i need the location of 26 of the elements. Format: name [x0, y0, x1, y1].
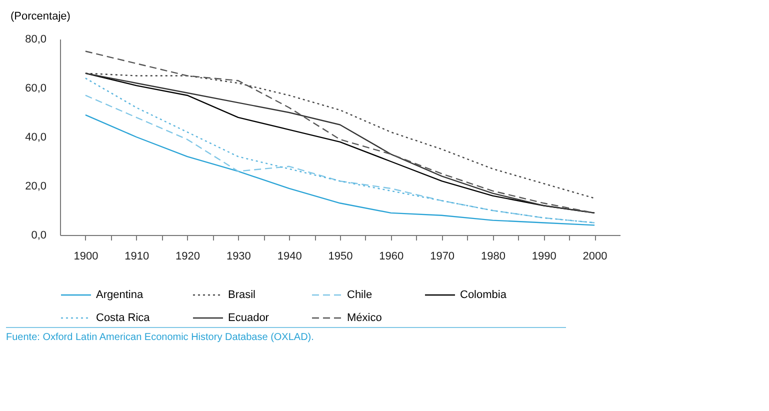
- source-note: Fuente: Oxford Latin American Economic History Database (OXLAD).: [6, 332, 315, 343]
- x-tick-label: 1920: [176, 250, 200, 262]
- legend-label: Brasil: [228, 289, 256, 301]
- x-tick-label: 1990: [532, 250, 556, 262]
- x-tick-label: 1940: [277, 250, 302, 262]
- legend-label: Ecuador: [228, 312, 270, 324]
- line-series: [84, 114, 596, 226]
- y-tick-label: 60,0: [25, 82, 46, 94]
- x-tick-label: 1980: [480, 250, 506, 262]
- x-tick-label: 1950: [328, 250, 353, 262]
- x-tick-label: 1960: [379, 250, 404, 262]
- x-tick-label: 1900: [74, 250, 98, 262]
- x-tick-label: 1930: [226, 250, 251, 262]
- legend-label: México: [347, 312, 382, 324]
- y-axis-title: (Porcentaje): [10, 10, 70, 22]
- y-tick-label: 40,0: [25, 132, 46, 144]
- y-tick-label: 0,0: [31, 230, 46, 242]
- legend-label: Costa Rica: [96, 312, 151, 324]
- legend-label: Colombia: [460, 289, 508, 301]
- legend-label: Chile: [347, 289, 372, 301]
- x-tick-label: 2000: [582, 250, 608, 262]
- x-tick-label: 1910: [124, 250, 150, 262]
- x-tick-label: 1970: [430, 250, 455, 262]
- legend-label: Argentina: [96, 289, 144, 301]
- y-tick-label: 20,0: [25, 180, 46, 192]
- y-tick-label: 80,0: [25, 34, 46, 46]
